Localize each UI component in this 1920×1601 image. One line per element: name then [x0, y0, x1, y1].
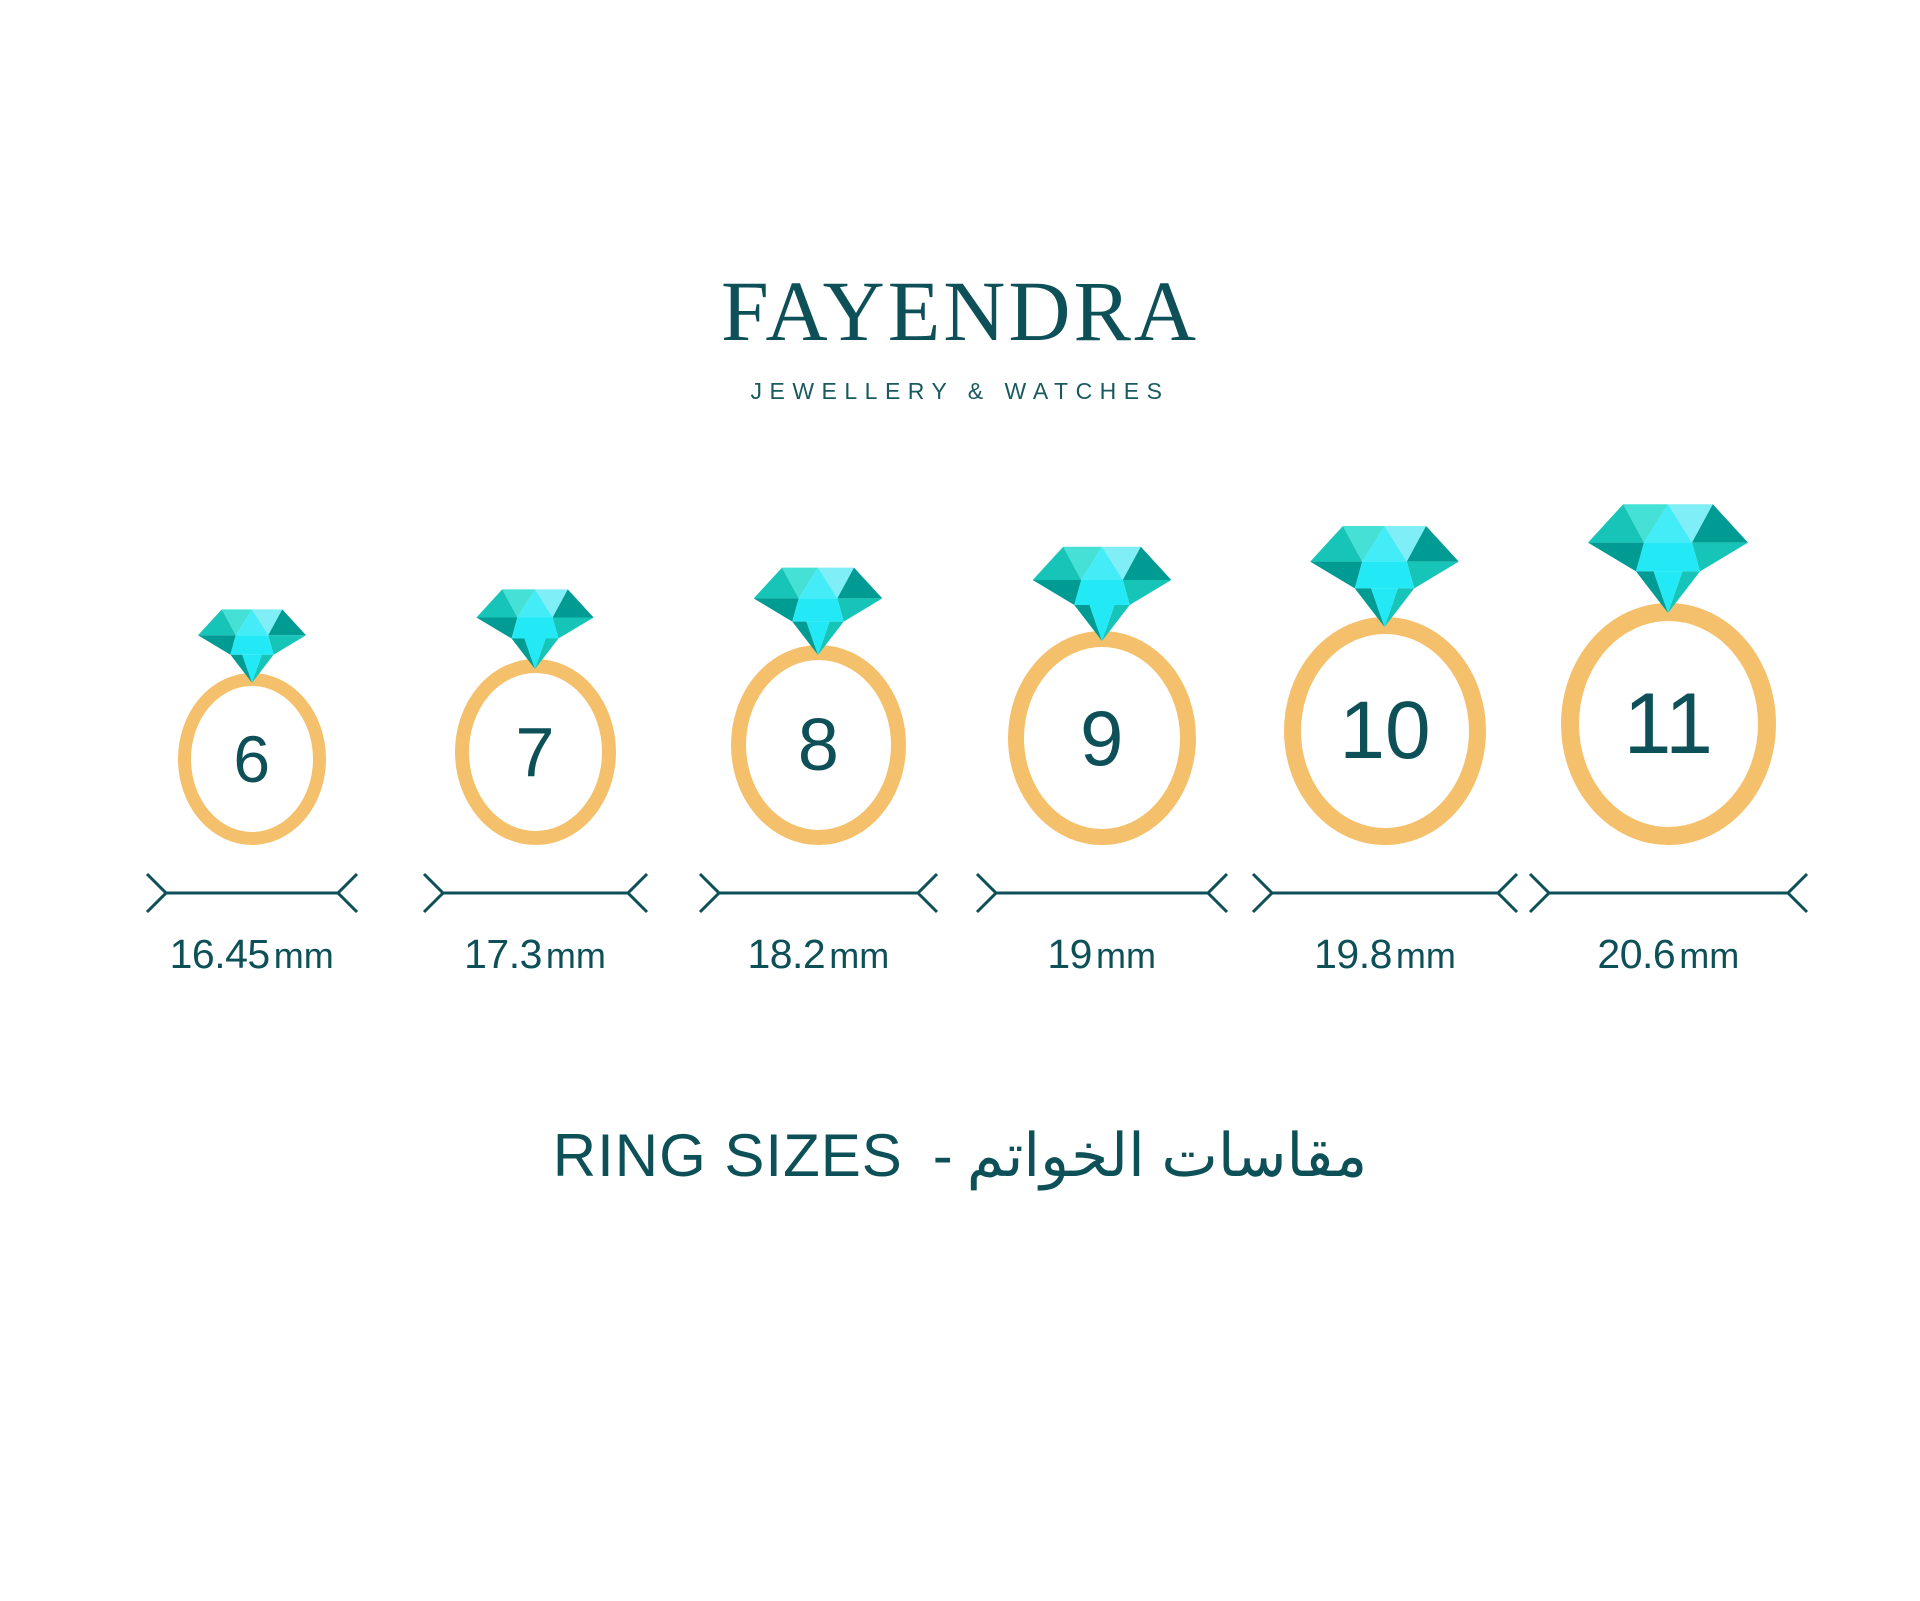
ring-diameter-label: 17.3 mm [464, 931, 606, 977]
ring-diameter-value: 19.8 [1314, 931, 1392, 977]
dimension-indicator [698, 871, 939, 920]
ring-diameter-unit: mm [1679, 935, 1740, 976]
ring-diameter-label: 16.45 mm [169, 931, 334, 977]
ring-diameter-value: 18.2 [747, 931, 826, 977]
ring-diameter-unit: mm [545, 935, 606, 976]
ring-size-row: 6 16.45 mm [110, 501, 1810, 976]
ring-band-wrapper: 10 [1283, 617, 1486, 845]
brand-name: FAYENDRA [721, 263, 1199, 359]
ring-diameter-label: 19.8 mm [1314, 931, 1456, 977]
ring-size-number: 9 [1079, 694, 1124, 782]
diamond-gem-icon [1032, 546, 1171, 641]
ring-band-wrapper: 11 [1560, 603, 1776, 845]
dimension-arrow-icon [698, 872, 938, 914]
ring-band-wrapper: 8 [730, 645, 906, 845]
ring-size-cell[interactable]: 9 19 mm [960, 544, 1243, 976]
ring-illustration: 7 [454, 587, 616, 845]
footer-title-arabic: مقاسات الخواتم [966, 1122, 1368, 1189]
dimension-arrow-icon [422, 872, 648, 914]
ring-band-wrapper: 9 [1007, 631, 1196, 845]
ring-diameter-value: 19 [1047, 931, 1092, 977]
ring-illustration: 8 [730, 565, 906, 845]
diamond-gem-icon [197, 609, 306, 683]
ring-diameter-unit: mm [829, 935, 890, 976]
ring-size-cell[interactable]: 8 18.2 mm [677, 565, 960, 976]
ring-diameter-value: 16.45 [169, 931, 271, 977]
dimension-arrow-icon [975, 872, 1228, 914]
ring-size-number: 7 [515, 713, 555, 791]
dimension-indicator [422, 871, 649, 920]
dimension-indicator [1528, 871, 1809, 920]
ring-illustration: 10 [1283, 523, 1486, 845]
ring-size-cell[interactable]: 7 17.3 mm [393, 587, 676, 976]
dimension-indicator [975, 871, 1229, 920]
ring-illustration: 9 [1007, 544, 1196, 845]
diamond-gem-icon [476, 589, 594, 669]
ring-size-number: 11 [1623, 676, 1713, 772]
ring-diameter-unit: mm [273, 935, 334, 976]
ring-illustration: 11 [1560, 501, 1776, 845]
ring-size-number: 8 [797, 703, 839, 786]
ring-size-cell[interactable]: 10 19.8 mm [1243, 523, 1526, 976]
brand-logo: FAYENDRA JEWELLERY & WATCHES [721, 268, 1199, 405]
dimension-arrow-icon [145, 872, 358, 914]
dimension-arrow-icon [1251, 872, 1519, 914]
diamond-gem-icon [1310, 525, 1460, 627]
ring-diameter-label: 18.2 mm [747, 931, 890, 977]
ring-diameter-unit: mm [1395, 935, 1456, 976]
dimension-arrow-icon [1528, 872, 1808, 914]
ring-size-cell[interactable]: 6 16.45 mm [110, 607, 393, 976]
chart-footer: RING SIZES - مقاسات الخواتم [553, 1124, 1368, 1188]
ring-diameter-value: 17.3 [464, 931, 542, 977]
ring-band-wrapper: 7 [454, 659, 616, 845]
ring-diameter-label: 20.6 mm [1597, 931, 1740, 977]
ring-diameter-unit: mm [1095, 935, 1156, 976]
ring-diameter-label: 19 mm [1047, 931, 1156, 977]
dimension-indicator [145, 871, 359, 920]
ring-diameter-value: 20.6 [1597, 931, 1676, 977]
diamond-gem-icon [754, 567, 883, 655]
ring-band-wrapper: 6 [177, 673, 326, 845]
footer-separator: - [932, 1122, 953, 1189]
ring-size-cell[interactable]: 11 20.6 mm [1527, 501, 1810, 976]
dimension-indicator [1251, 871, 1519, 920]
ring-illustration: 6 [177, 607, 326, 845]
diamond-gem-icon [1588, 504, 1749, 613]
brand-tagline: JEWELLERY & WATCHES [750, 378, 1170, 404]
footer-title-english: RING SIZES [552, 1122, 903, 1189]
ring-size-number: 10 [1339, 685, 1431, 776]
ring-size-number: 6 [233, 722, 271, 796]
